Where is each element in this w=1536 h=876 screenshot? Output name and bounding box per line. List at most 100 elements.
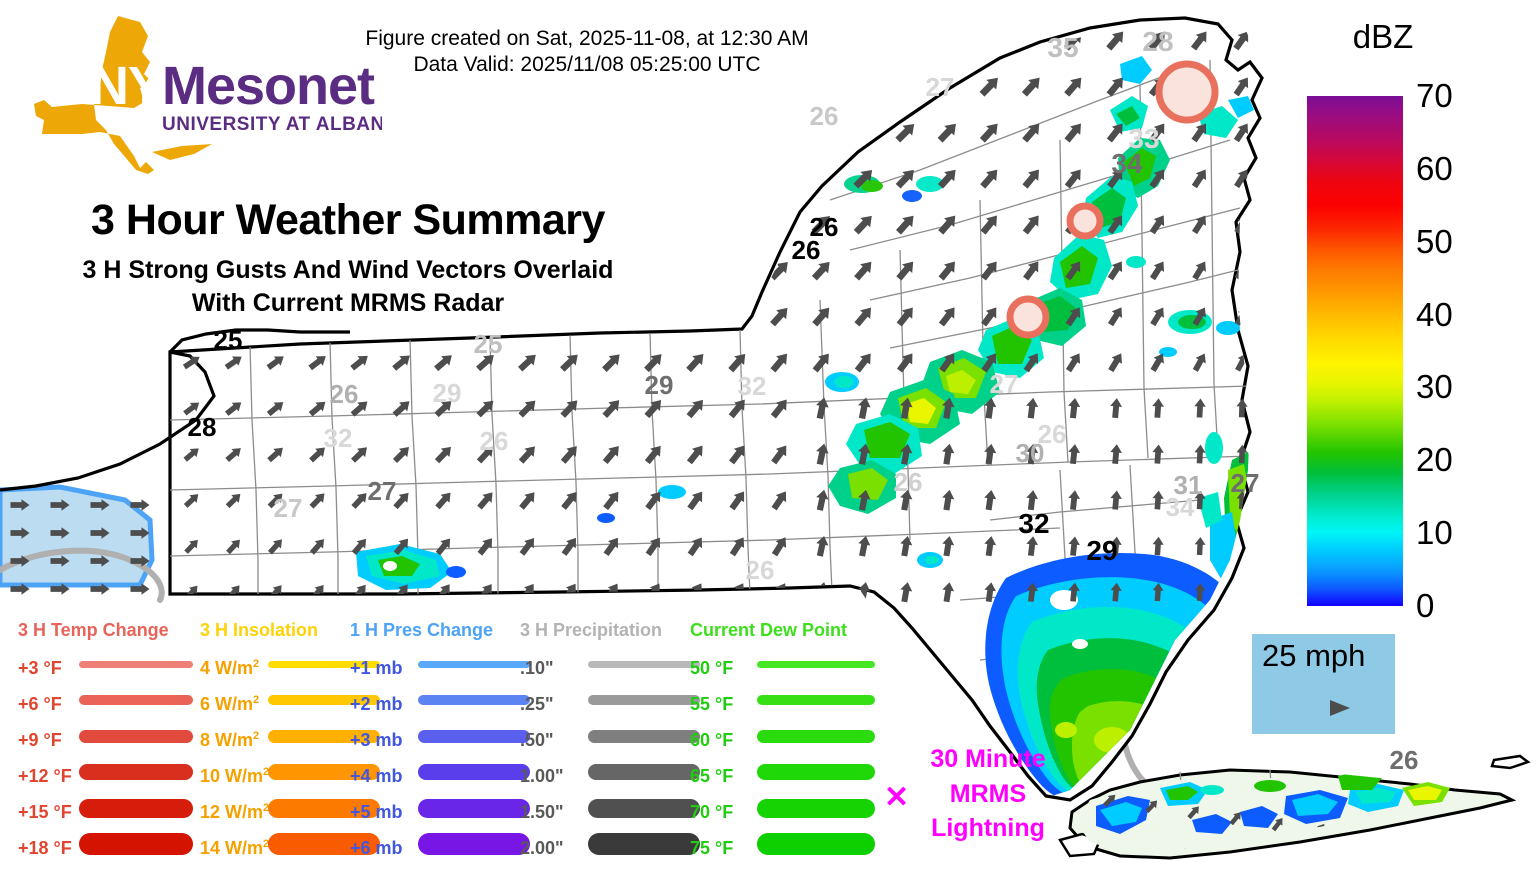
wind-arrow [519, 538, 535, 556]
wind-arrow [726, 124, 748, 142]
colorbar-tick-0: 0 [1416, 587, 1435, 624]
wind-arrow [900, 536, 913, 557]
wind-arrow [770, 353, 788, 373]
gust-label: 32 [738, 371, 767, 401]
wind-arrow [1065, 353, 1081, 373]
legend-value-exponent: 2 [253, 730, 260, 742]
gust-label: 32 [324, 423, 353, 453]
wind-arrow [1026, 443, 1039, 465]
wind-arrow [984, 582, 997, 603]
wind-arrow [266, 356, 284, 370]
wind-arrow [852, 78, 873, 97]
page-title: 3 Hour Weather Summary [91, 196, 605, 244]
subtitle-line-2: With Current MRMS Radar [191, 289, 505, 317]
wind-arrow [90, 527, 110, 539]
wind-arrow [1273, 28, 1295, 52]
wind-arrow [1274, 120, 1295, 143]
wind-arrow [558, 79, 581, 95]
wind-arrow [1233, 31, 1249, 51]
wind-arrow [771, 445, 787, 465]
gust-label: 25 [214, 325, 243, 355]
wind-arrow [602, 354, 620, 372]
wind-arrow [1234, 169, 1248, 189]
legend-value-label: +3 mb [350, 730, 403, 750]
wind-arrow [729, 537, 745, 557]
lightning-circle-1 [1066, 202, 1104, 240]
wind-arrow [979, 77, 998, 97]
wind-arrow [600, 125, 622, 142]
wind-arrow [393, 538, 409, 556]
wind-arrow [644, 399, 662, 419]
colorbar-tick-20: 20 [1416, 441, 1453, 479]
gust-label: 26 [810, 101, 839, 131]
wind-arrow [895, 123, 915, 143]
wind-arrow [558, 125, 580, 141]
wind-arrow [267, 493, 283, 509]
gust-label: 27 [990, 369, 1019, 399]
lightning-circle-2 [1006, 295, 1050, 339]
variable-legend: 3 H Temp Change +3 °F +6 °F +9 °F +12 °F +15 … [0, 612, 875, 876]
wind-arrow [900, 443, 913, 465]
wind-arrow [518, 446, 535, 464]
wind-arrow [645, 537, 660, 557]
legend-value-text: 14 W/m [200, 838, 264, 858]
lightning-circle-group [1006, 60, 1219, 339]
wind-arrow [1149, 169, 1165, 189]
legend-value-label: 60 °F [690, 730, 734, 750]
wind-arrow [1279, 583, 1289, 600]
wind-arrow [518, 354, 536, 372]
legend-value-label: 1.00" [520, 766, 564, 786]
wind-arrow [685, 216, 705, 235]
wind-arrow [390, 125, 412, 140]
legend-value-label: .50" [520, 730, 554, 750]
legend-swatch-bar [418, 764, 530, 780]
wind-arrow [984, 397, 997, 419]
gust-label: 28 [188, 412, 217, 442]
wind-arrow [728, 399, 745, 419]
wind-arrow [309, 447, 325, 463]
wind-arrow [1110, 398, 1123, 419]
wind-arrow [1103, 794, 1116, 807]
wind-arrow [816, 443, 829, 466]
wind-arrow [942, 536, 955, 557]
wind-arrow [392, 447, 409, 464]
gust-label: 30 [1016, 438, 1045, 468]
lightning-circle-0 [1155, 60, 1219, 124]
legend-value-text: 12 W/m [200, 802, 264, 822]
wind-arrow [768, 124, 789, 143]
wind-arrow [937, 169, 956, 189]
legend-value-label: +6 mb [350, 838, 403, 858]
wind-arrow [602, 445, 619, 465]
lightning-legend-line-1: 30 Minute [930, 745, 1046, 773]
legend-value-label: 10 W/m2 [200, 766, 269, 787]
wind-arrow [474, 79, 497, 95]
wind-arrow [267, 447, 283, 463]
wind-arrow [50, 555, 70, 567]
wind-arrow [600, 79, 623, 96]
legend-value-label: 4 W/m2 [200, 658, 259, 679]
wind-arrow [1187, 806, 1199, 820]
wind-arrow [984, 536, 997, 557]
figure-created-text: Figure created on Sat, 2025-11-08, at 12… [365, 27, 809, 50]
wind-arrow [894, 32, 915, 51]
legend-swatch-bar [757, 798, 875, 818]
wind-arrow [1068, 582, 1080, 602]
wind-arrow [130, 555, 150, 567]
wind-arrow [351, 538, 367, 555]
wind-arrow [1110, 490, 1122, 510]
gust-label: 29 [1086, 535, 1117, 566]
gust-label: 26 [480, 426, 509, 456]
wind-arrow [684, 170, 705, 188]
colorbar-tick-60: 60 [1416, 149, 1453, 187]
wind-arrow [1190, 31, 1207, 51]
wind-arrow [1021, 77, 1040, 97]
colorbar[interactable] [1307, 96, 1403, 606]
wind-arrow [1022, 169, 1039, 189]
legend-value-label: 6 W/m2 [200, 694, 259, 715]
wind-arrow [432, 125, 454, 141]
wind-arrow [642, 125, 664, 142]
wind-arrow [1110, 444, 1122, 464]
wind-arrow [130, 583, 150, 595]
